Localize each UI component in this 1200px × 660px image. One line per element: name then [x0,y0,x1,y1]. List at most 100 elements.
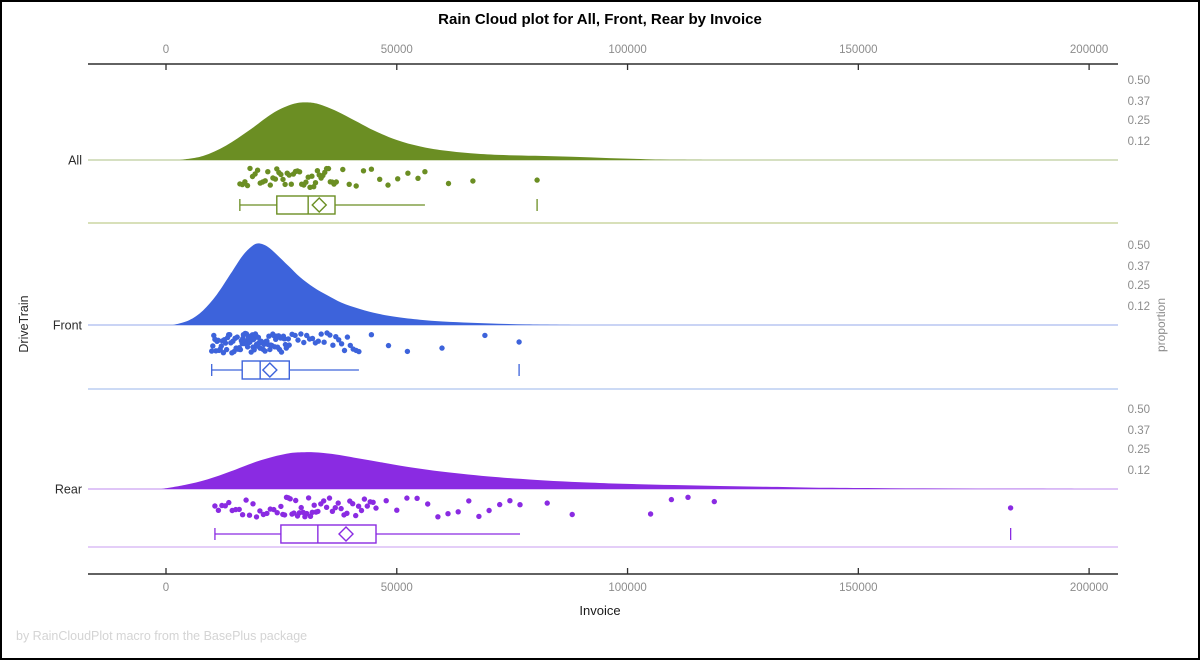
scatter-point [247,165,253,172]
scatter-point [338,341,345,347]
scatter-point [344,510,350,516]
scatter-point [226,499,232,506]
scatter-point [422,169,428,175]
mean-diamond [338,526,354,542]
proportion-tick-label: 0.37 [1128,96,1150,108]
scatter-point [278,349,285,355]
scatter-point [355,503,362,509]
scatter-point [298,504,304,511]
scatter-point [295,337,301,343]
scatter-point [404,495,410,501]
scatter-point [455,509,461,515]
scatter-point [445,511,451,517]
proportion-tick-label: 0.25 [1128,115,1150,127]
scatter-point [333,179,339,185]
scatter-point [291,510,297,516]
scatter-point [517,502,523,508]
scatter-point [281,336,288,342]
scatter-point [287,496,293,502]
scatter-point [507,498,513,504]
scatter-point [267,182,273,188]
proportion-tick-label: 0.50 [1128,75,1150,87]
proportion-tick-label: 0.37 [1128,261,1150,273]
scatter-point [350,501,356,507]
scatter-point [404,348,411,355]
scatter-point [309,173,315,179]
scatter-point [267,346,273,353]
scatter-point [274,510,280,516]
scatter-point [278,171,284,178]
scatter-point [332,505,338,511]
scatter-point [254,167,261,173]
footer-note: by RainCloudPlot macro from the BasePlus… [16,629,308,643]
scatter-point [668,496,675,503]
scatter-point [385,182,391,188]
scatter-point [252,171,258,177]
scatter-point [445,180,452,187]
scatter-point [253,514,260,520]
scatter-point [466,498,472,504]
scatter-point [301,339,307,346]
proportion-tick-label: 0.50 [1128,404,1150,416]
x-tick-label-bottom: 150000 [839,582,877,594]
x-tick-label-top: 50000 [381,44,413,56]
scatter-point [394,507,400,513]
x-tick-label-bottom: 0 [163,582,169,594]
scatter-point [234,334,240,340]
scatter-point [395,176,401,182]
scatter-point [370,499,376,505]
scatter-point [286,172,292,178]
scatter-point [315,508,321,515]
scatter-point [304,510,310,517]
scatter-point [280,176,286,183]
box [280,524,377,544]
density-curve-front [172,243,573,325]
x-tick-label-bottom: 200000 [1070,582,1108,594]
scatter-point [272,176,279,182]
scatter-point [358,507,365,514]
scatter-point [262,348,268,354]
scatter-point [311,502,317,508]
scatter-point [346,181,352,187]
scatter-point [298,331,304,337]
x-tick-label-top: 150000 [839,44,877,56]
scatter-point [242,179,248,185]
scatter-point [497,501,503,508]
scatter-point [296,169,303,175]
scatter-point [353,512,359,519]
scatter-point [286,342,292,348]
scatter-point [482,332,488,339]
category-label-all: All [68,154,82,168]
x-tick-label-top: 100000 [608,44,646,56]
scatter-point [212,503,218,509]
chart-title: Rain Cloud plot for All, Front, Rear by … [438,11,762,28]
scatter-point [356,348,362,355]
scatter-point [257,508,263,514]
scatter-point [305,495,312,501]
scatter-point [360,168,367,174]
proportion-tick-label: 0.50 [1128,240,1150,252]
proportion-tick-label: 0.12 [1128,301,1150,313]
scatter-point [425,501,431,507]
scatter-point [318,331,324,337]
scatter-point [210,343,216,349]
scatter-point [344,334,351,340]
scatter-point [335,500,341,506]
scatter-point [338,505,344,512]
scatter-point [341,347,348,354]
x-tick-label-top: 200000 [1070,44,1108,56]
scatter-point [325,165,332,172]
scatter-point [544,500,550,506]
scatter-point [476,513,482,520]
scatter-point [326,495,333,501]
scatter-point [330,342,336,348]
scatter-point [373,505,379,511]
scatter-point [285,336,291,342]
scatter-point [244,344,251,350]
scatter-point [470,178,476,184]
scatter-point [264,510,270,517]
scatter-point [321,339,327,345]
x-tick-label-bottom: 50000 [381,582,413,594]
scatter-point [368,332,375,338]
